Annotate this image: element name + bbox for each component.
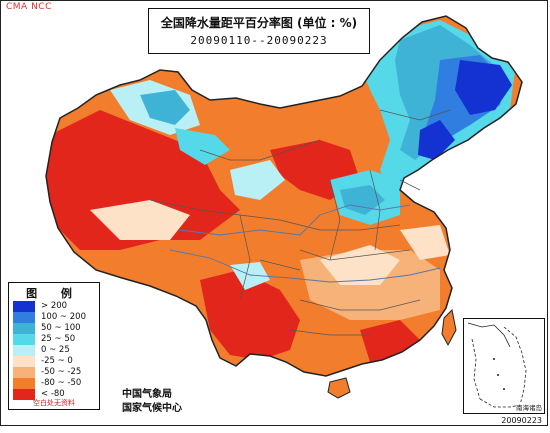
rivers: [169, 204, 441, 283]
legend-title: 图 例: [26, 287, 82, 300]
pale-region-center: [320, 245, 400, 285]
pale-region-east: [400, 225, 450, 260]
legend-swatch: [13, 389, 35, 400]
legend-swatch: [13, 323, 35, 334]
hainan-island: [327, 377, 351, 399]
legend-label: 25 ~ 50: [41, 334, 76, 344]
legend-label: > 200: [41, 301, 68, 311]
legend-row: -25 ~ 0: [13, 356, 99, 367]
legend-swatch: [13, 367, 35, 378]
legend-row: 0 ~ 25: [13, 345, 99, 356]
legend-row: -50 ~ -25: [13, 367, 99, 378]
legend-row: 100 ~ 200: [13, 312, 99, 323]
wet-region-liaoning: [418, 120, 455, 160]
legend-row: > 200: [13, 301, 99, 312]
legend-label: < -80: [41, 389, 65, 399]
legend-row: -80 ~ -50: [13, 378, 99, 389]
province-borders: [149, 109, 451, 336]
legend-label: -80 ~ -50: [41, 378, 82, 388]
map-period: 20090110--20090223: [190, 34, 328, 47]
legend-swatch: [13, 356, 35, 367]
legend-label: 0 ~ 25: [41, 345, 70, 355]
inset-label: 南海诸岛: [516, 402, 542, 412]
legend-swatch: [13, 378, 35, 389]
wet-region-northeast-max: [455, 60, 512, 115]
legend-label: -50 ~ -25: [41, 367, 82, 377]
legend-swatch: [13, 312, 35, 323]
legend-note: 空白处无资料: [33, 399, 75, 407]
legend-row: 25 ~ 50: [13, 334, 99, 345]
legend-label: 50 ~ 100: [41, 323, 81, 333]
pale-region-tibet: [90, 200, 190, 240]
red-region-southwest: [200, 270, 300, 360]
legend-label: 100 ~ 200: [41, 312, 86, 322]
inset-map: [467, 322, 527, 408]
taiwan-island: [441, 308, 457, 347]
legend: 图 例 > 200 100 ~ 200 50 ~ 100 25 ~ 50 0 ~…: [8, 282, 100, 410]
legend-label: -25 ~ 0: [41, 356, 73, 366]
date-code: 20090223: [501, 416, 542, 425]
country-border: [45, 15, 523, 377]
wet-region-sichuan: [230, 262, 270, 290]
legend-swatch: [13, 301, 35, 312]
legend-row: < -80: [13, 389, 99, 400]
header-tag: CMA NCC: [6, 2, 52, 12]
title-box: 全国降水量距平百分率图 (单位 : %) 20090110--20090223: [148, 8, 370, 54]
wet-region-gansu: [230, 160, 285, 200]
legend-row: 50 ~ 100: [13, 323, 99, 334]
credit-line-ncc: 国家气候中心: [122, 403, 182, 414]
legend-swatch: [13, 345, 35, 356]
wet-region-north-china-core: [340, 185, 385, 215]
credit-line-cma: 中国气象局: [122, 389, 172, 400]
wet-region-xinjiang-core: [140, 90, 190, 125]
legend-swatch: [13, 334, 35, 345]
south-china-sea-inset: 南海诸岛: [463, 318, 545, 414]
credits: 中国气象局 国家气候中心: [122, 388, 182, 416]
map-title: 全国降水量距平百分率图 (单位 : %): [160, 16, 358, 30]
